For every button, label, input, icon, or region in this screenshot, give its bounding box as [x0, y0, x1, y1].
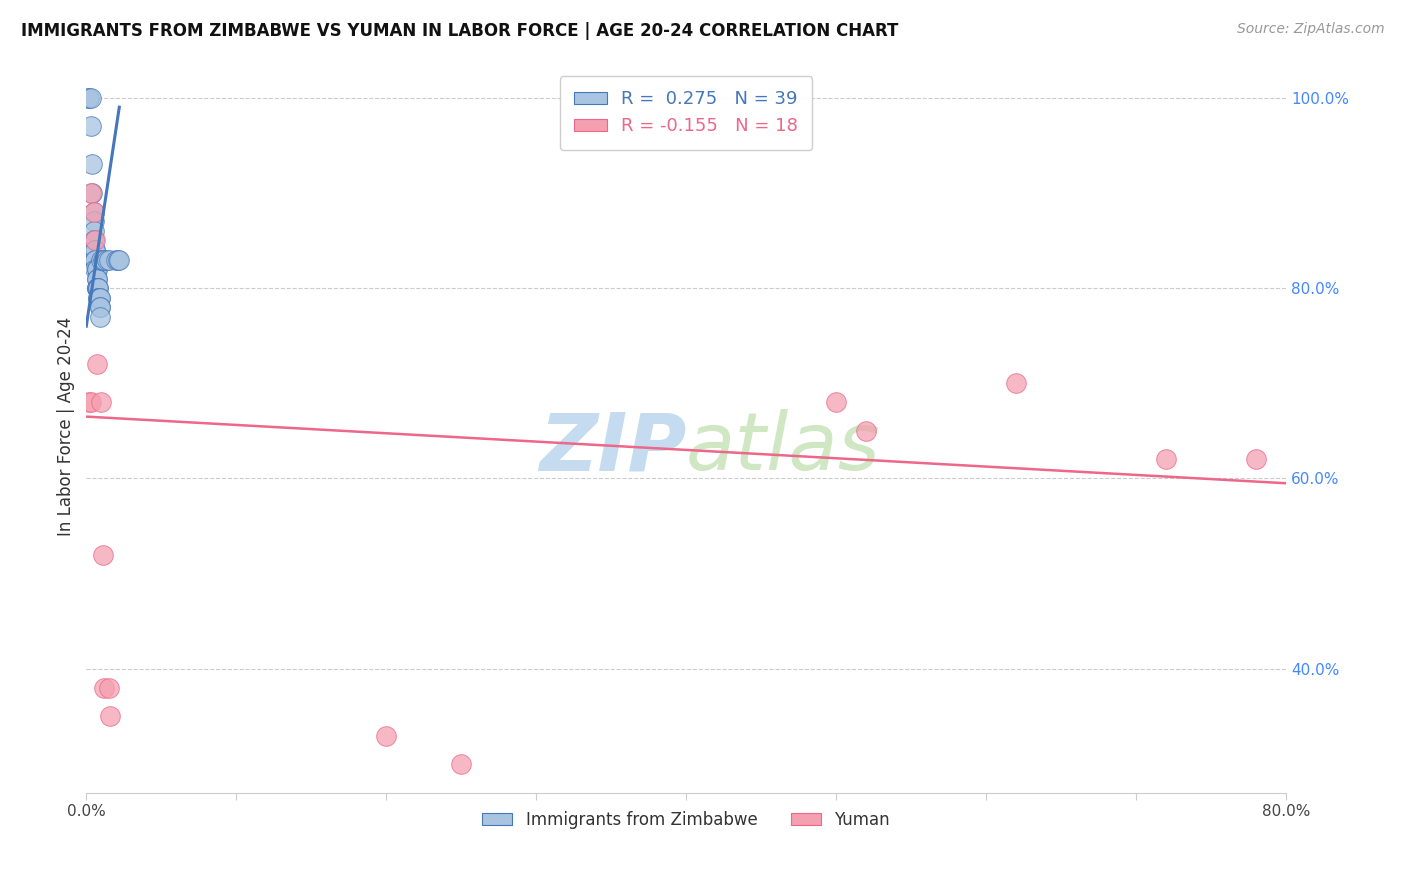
Point: [84, 243, 107, 257]
Point: [91, 252, 114, 267]
Point: [79, 395, 101, 409]
Point: [91, 548, 114, 562]
Point: [825, 395, 848, 409]
Point: [83, 214, 105, 228]
Point: [97, 252, 120, 267]
Point: [84, 262, 107, 277]
Point: [105, 252, 128, 267]
Point: [86, 281, 108, 295]
Point: [80, 120, 103, 134]
Point: [76, 91, 98, 105]
Point: [96, 252, 118, 267]
Point: [107, 252, 129, 267]
Point: [83, 224, 105, 238]
Point: [87, 281, 110, 295]
Point: [86, 271, 108, 285]
Point: [87, 291, 110, 305]
Point: [375, 729, 398, 743]
Text: Source: ZipAtlas.com: Source: ZipAtlas.com: [1237, 22, 1385, 37]
Point: [93, 681, 115, 695]
Point: [89, 291, 111, 305]
Point: [1244, 452, 1267, 467]
Point: [86, 357, 108, 371]
Point: [1154, 452, 1177, 467]
Point: [98, 709, 121, 723]
Point: [90, 252, 112, 267]
Point: [86, 281, 108, 295]
Point: [97, 681, 120, 695]
Point: [86, 281, 108, 295]
Point: [450, 757, 472, 772]
Point: [89, 291, 111, 305]
Point: [89, 300, 111, 314]
Point: [87, 281, 110, 295]
Point: [83, 234, 105, 248]
Text: ZIP: ZIP: [538, 409, 686, 487]
Point: [82, 186, 104, 200]
Point: [84, 252, 107, 267]
Point: [80, 91, 103, 105]
Point: [89, 300, 111, 314]
Point: [90, 395, 112, 409]
Point: [83, 205, 105, 219]
Point: [84, 252, 107, 267]
Point: [86, 271, 108, 285]
Point: [84, 243, 107, 257]
Point: [84, 234, 107, 248]
Point: [1005, 376, 1028, 391]
Point: [80, 395, 103, 409]
Point: [79, 91, 101, 105]
Point: [83, 205, 105, 219]
Y-axis label: In Labor Force | Age 20-24: In Labor Force | Age 20-24: [58, 317, 75, 536]
Legend: Immigrants from Zimbabwe, Yuman: Immigrants from Zimbabwe, Yuman: [475, 805, 897, 836]
Point: [82, 157, 104, 171]
Point: [108, 252, 131, 267]
Text: atlas: atlas: [686, 409, 882, 487]
Text: IMMIGRANTS FROM ZIMBABWE VS YUMAN IN LABOR FORCE | AGE 20-24 CORRELATION CHART: IMMIGRANTS FROM ZIMBABWE VS YUMAN IN LAB…: [21, 22, 898, 40]
Point: [87, 291, 110, 305]
Point: [93, 252, 115, 267]
Point: [855, 424, 877, 438]
Point: [89, 310, 111, 324]
Point: [86, 262, 108, 277]
Point: [86, 262, 108, 277]
Point: [80, 186, 103, 200]
